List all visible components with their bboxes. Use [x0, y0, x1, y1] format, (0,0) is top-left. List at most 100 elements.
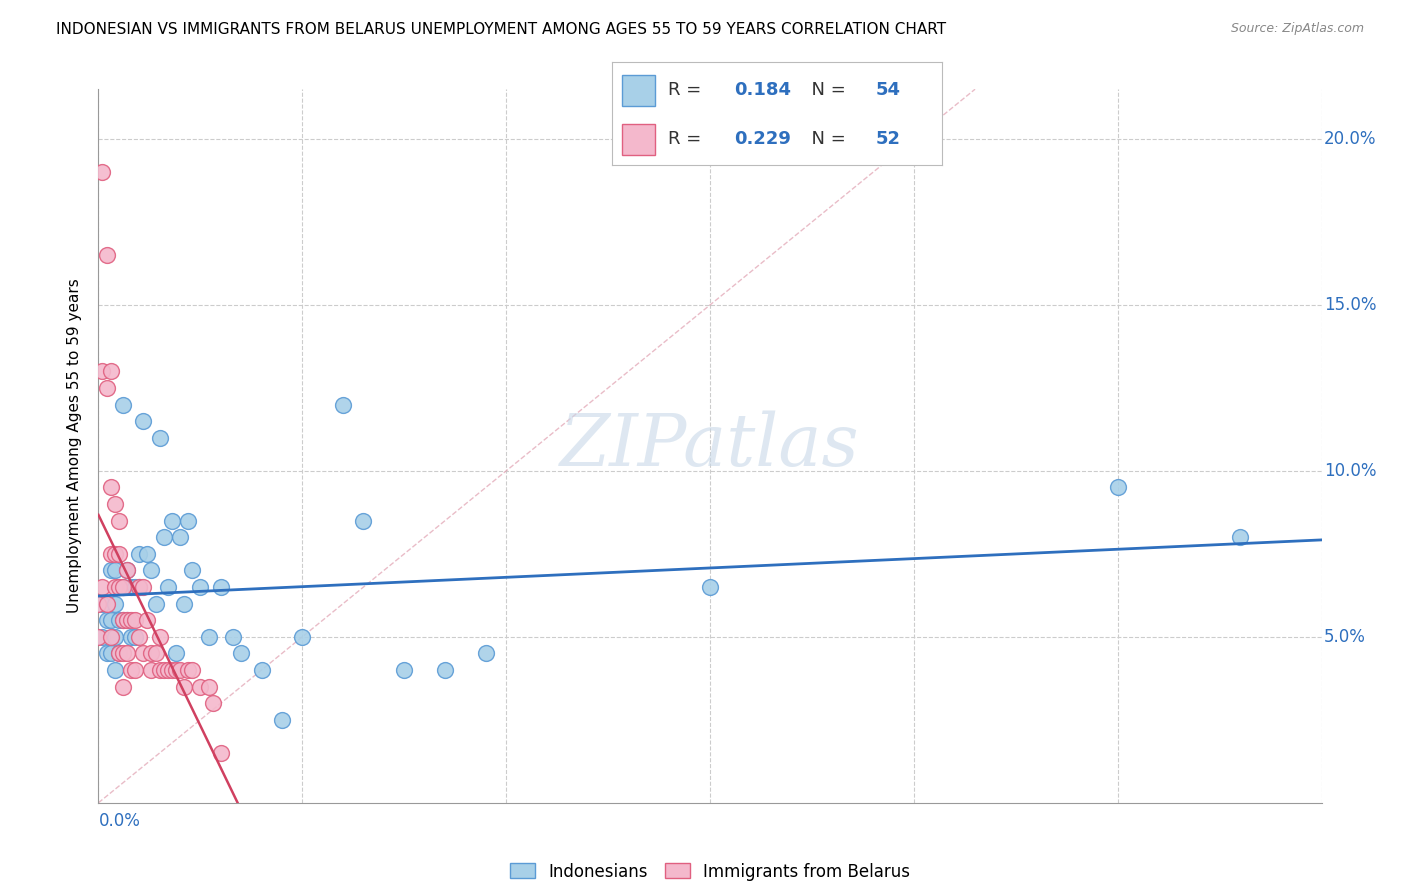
Point — [120, 663, 142, 677]
Point — [108, 613, 131, 627]
Point — [160, 514, 183, 528]
Point — [115, 613, 138, 627]
Y-axis label: Unemployment Among Ages 55 to 59 years: Unemployment Among Ages 55 to 59 years — [67, 278, 83, 614]
Point — [91, 630, 114, 644]
Point — [197, 630, 219, 644]
Point — [108, 647, 131, 661]
FancyBboxPatch shape — [621, 75, 655, 105]
Point — [100, 547, 122, 561]
Point — [1107, 481, 1129, 495]
Text: 10.0%: 10.0% — [1324, 462, 1376, 480]
Point — [132, 647, 155, 661]
Point — [108, 580, 131, 594]
Point — [100, 481, 122, 495]
Point — [231, 647, 253, 661]
Point — [111, 647, 134, 661]
Point — [145, 647, 167, 661]
Text: ZIPatlas: ZIPatlas — [560, 410, 860, 482]
Point — [115, 564, 138, 578]
Text: Source: ZipAtlas.com: Source: ZipAtlas.com — [1230, 22, 1364, 36]
Point — [392, 663, 416, 677]
Point — [188, 680, 212, 694]
Point — [108, 647, 131, 661]
Point — [108, 580, 131, 594]
Point — [152, 663, 174, 677]
Point — [100, 647, 122, 661]
Text: N =: N = — [800, 81, 852, 99]
Point — [91, 165, 114, 179]
Point — [173, 680, 195, 694]
Point — [87, 597, 110, 611]
Point — [124, 580, 146, 594]
Text: 20.0%: 20.0% — [1324, 130, 1376, 148]
Point — [111, 580, 134, 594]
Point — [152, 530, 174, 544]
Point — [270, 713, 294, 727]
Point — [149, 431, 172, 445]
Point — [120, 613, 142, 627]
Legend: Indonesians, Immigrants from Belarus: Indonesians, Immigrants from Belarus — [503, 856, 917, 888]
Text: R =: R = — [668, 130, 707, 148]
Point — [149, 630, 172, 644]
Point — [104, 663, 127, 677]
Point — [201, 696, 224, 710]
Point — [156, 580, 179, 594]
Point — [128, 630, 150, 644]
Text: 5.0%: 5.0% — [1324, 628, 1367, 646]
Text: N =: N = — [800, 130, 852, 148]
Point — [197, 680, 219, 694]
Point — [104, 564, 127, 578]
Point — [128, 580, 150, 594]
Text: 52: 52 — [876, 130, 901, 148]
Point — [115, 613, 138, 627]
Point — [128, 547, 150, 561]
Point — [141, 564, 163, 578]
Point — [145, 597, 167, 611]
Point — [120, 630, 142, 644]
Point — [96, 381, 118, 395]
Point — [156, 663, 179, 677]
Text: 0.0%: 0.0% — [98, 812, 141, 830]
Point — [136, 547, 159, 561]
Point — [104, 580, 127, 594]
Point — [132, 414, 155, 428]
Point — [124, 613, 146, 627]
Point — [124, 630, 146, 644]
Point — [91, 364, 114, 378]
Point — [100, 564, 122, 578]
Point — [699, 580, 721, 594]
Point — [104, 547, 127, 561]
Point — [96, 248, 118, 262]
Point — [111, 613, 134, 627]
Point — [128, 580, 150, 594]
Point — [100, 364, 122, 378]
Point — [91, 597, 114, 611]
Text: 15.0%: 15.0% — [1324, 296, 1376, 314]
Point — [352, 514, 374, 528]
Point — [141, 647, 163, 661]
Point — [100, 630, 122, 644]
Point — [181, 663, 204, 677]
Point — [111, 613, 134, 627]
Point — [291, 630, 314, 644]
Text: 54: 54 — [876, 81, 901, 99]
Point — [91, 580, 114, 594]
Point — [188, 580, 212, 594]
Point — [104, 597, 127, 611]
FancyBboxPatch shape — [621, 124, 655, 155]
Point — [115, 647, 138, 661]
Point — [434, 663, 457, 677]
Point — [115, 564, 138, 578]
Point — [132, 580, 155, 594]
Point — [222, 630, 245, 644]
Point — [108, 514, 131, 528]
Point — [165, 647, 187, 661]
Point — [332, 397, 354, 411]
Point — [124, 663, 146, 677]
Point — [149, 663, 172, 677]
Text: R =: R = — [668, 81, 707, 99]
Point — [96, 597, 118, 611]
Point — [104, 630, 127, 644]
Point — [141, 663, 163, 677]
Point — [173, 597, 195, 611]
